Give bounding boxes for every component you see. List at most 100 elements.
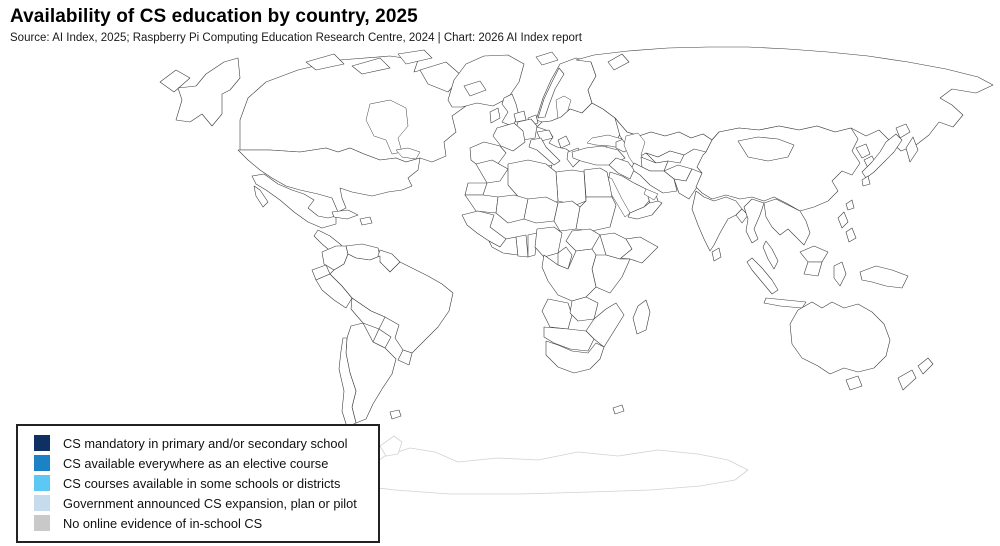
region-congo-basin: [541, 248, 597, 302]
region-somalia: [620, 236, 659, 264]
region-falklands: [389, 409, 402, 420]
region-iberia: [469, 141, 507, 169]
legend-label: Government announced CS expansion, plan …: [63, 495, 357, 511]
region-baja: [253, 185, 269, 208]
region-sri-lanka: [711, 247, 722, 262]
region-north-korea: [855, 143, 871, 159]
region-novaya-zemlya: [607, 53, 630, 71]
region-zambia: [569, 296, 599, 322]
region-mauritania: [464, 194, 499, 214]
region-western-sahara: [464, 182, 488, 196]
region-italy: [528, 137, 561, 166]
region-mali: [495, 194, 529, 224]
region-arctic-islands: [305, 53, 345, 71]
region-uruguay: [397, 349, 413, 366]
chart-title: Availability of CS education by country,…: [10, 6, 418, 27]
region-alaska: [175, 57, 241, 127]
region-cameroon: [557, 246, 573, 270]
region-mexico: [251, 173, 337, 229]
legend-items: CS mandatory in primary and/or secondary…: [34, 435, 364, 531]
region-togo-benin: [527, 232, 538, 258]
region-ghana: [515, 234, 529, 258]
legend: CS mandatory in primary and/or secondary…: [16, 424, 380, 543]
region-arctic-islands: [397, 49, 433, 65]
legend-item-none: No online evidence of in-school CS: [34, 515, 364, 531]
region-sulawesi: [833, 261, 847, 287]
region-libya: [555, 169, 587, 206]
great-lakes: [395, 147, 421, 160]
region-nigeria: [534, 226, 563, 258]
region-namibia-botswana: [543, 326, 595, 352]
region-malay-peninsula: [762, 240, 779, 270]
region-ireland: [489, 107, 501, 124]
region-iceland: [463, 80, 487, 97]
region-india: [691, 190, 743, 252]
legend-item-announced: Government announced CS expansion, plan …: [34, 495, 364, 511]
region-arctic-islands: [351, 57, 391, 75]
legend-swatch-elective: [34, 455, 50, 471]
region-new-zealand-north: [917, 357, 934, 375]
legend-label: CS mandatory in primary and/or secondary…: [63, 435, 348, 451]
region-malaysia-borneo: [799, 245, 829, 263]
legend-item-elective: CS available everywhere as an elective c…: [34, 455, 364, 471]
baltic-sea: [555, 95, 572, 120]
region-iran: [630, 162, 678, 194]
region-antarctica: [361, 447, 749, 495]
region-myanmar: [743, 198, 765, 244]
region-wrangel: [159, 69, 191, 93]
legend-item-some: CS courses available in some schools or …: [34, 475, 364, 491]
region-south-africa: [545, 340, 605, 374]
region-morocco: [475, 159, 509, 184]
region-philippines: [845, 227, 857, 243]
region-new-zealand-south: [897, 369, 917, 391]
region-indochina: [763, 198, 811, 246]
region-central-african-republic: [565, 228, 601, 252]
region-madagascar: [632, 299, 651, 335]
persian-gulf: [643, 188, 659, 201]
region-kenya-tanzania: [591, 254, 631, 294]
region-new-guinea: [859, 265, 909, 289]
chart-header: Availability of CS education by country,…: [10, 6, 582, 44]
region-philippines: [837, 211, 849, 229]
region-japan-hokkaido: [895, 123, 911, 139]
region-sumatra: [746, 257, 779, 295]
region-iraq-syria: [608, 157, 635, 180]
region-france: [492, 122, 526, 152]
region-antarctic-peninsula: [379, 435, 403, 457]
region-yemen-oman: [627, 198, 663, 220]
region-svalbard: [535, 51, 559, 66]
legend-swatch-none: [34, 515, 50, 531]
region-japan-honshu: [861, 133, 903, 179]
region-java: [763, 297, 807, 309]
region-borneo-indonesia: [803, 261, 823, 277]
region-japan-kyushu: [861, 175, 871, 187]
region-greenland: [447, 54, 525, 108]
region-tasmania: [845, 375, 863, 391]
region-usa: [237, 147, 421, 213]
legend-label: No online evidence of in-school CS: [63, 515, 263, 531]
legend-swatch-announced: [34, 495, 50, 511]
region-senegal-guinea: [461, 210, 507, 248]
region-cuba: [331, 209, 359, 220]
region-mongolia: [737, 136, 795, 162]
legend-swatch-some: [34, 475, 50, 491]
region-south-georgia: [612, 404, 625, 415]
legend-label: CS available everywhere as an elective c…: [63, 455, 329, 471]
region-niger: [523, 196, 559, 224]
region-serbia: [557, 135, 571, 149]
region-hispaniola: [359, 216, 373, 226]
region-china: [695, 125, 861, 212]
region-chile: [338, 337, 357, 428]
legend-label: CS courses available in some schools or …: [63, 475, 341, 491]
region-norway: [537, 67, 565, 119]
region-egypt: [583, 167, 613, 198]
region-angola: [541, 298, 573, 330]
chart-source: Source: AI Index, 2025; Raspberry Pi Com…: [10, 32, 582, 44]
region-taiwan: [845, 199, 855, 211]
region-australia: [789, 301, 891, 375]
region-sakhalin: [905, 136, 919, 163]
legend-swatch-mandatory: [34, 435, 50, 451]
legend-item-mandatory: CS mandatory in primary and/or secondary…: [34, 435, 364, 451]
region-chad: [553, 200, 581, 232]
